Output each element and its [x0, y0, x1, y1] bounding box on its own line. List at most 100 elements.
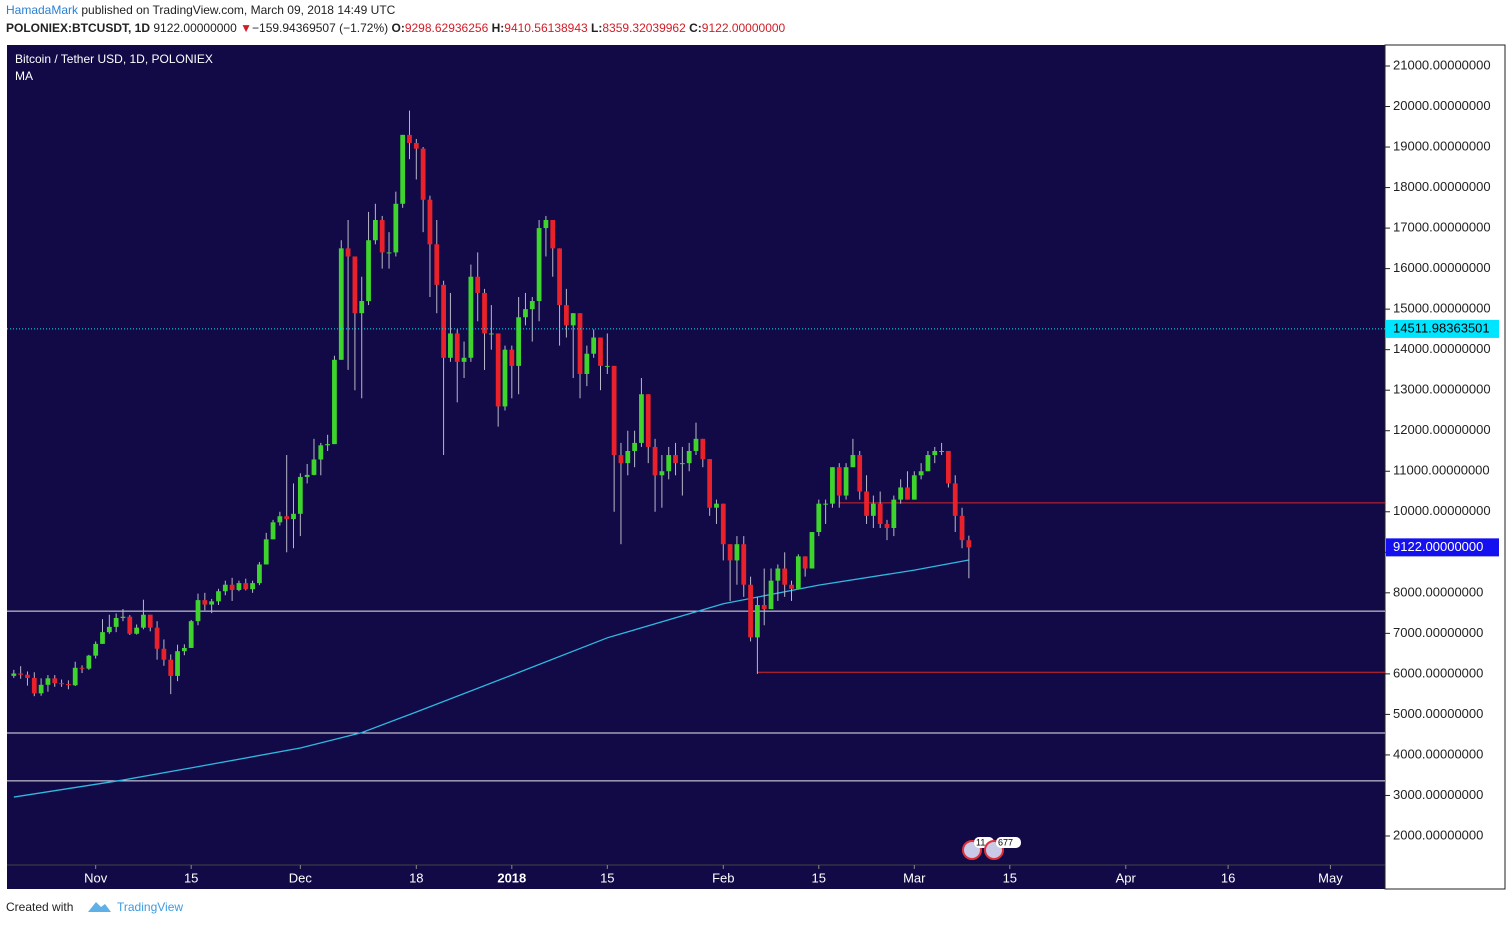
logo: [88, 902, 111, 912]
candle-body: [11, 673, 17, 676]
x-tick-label: 2018: [497, 870, 526, 885]
candle-body: [557, 248, 562, 306]
candle-body: [686, 450, 692, 464]
candle-body: [795, 556, 801, 589]
event-label: 11: [976, 837, 985, 847]
candle-body: [679, 463, 685, 465]
candle-body: [31, 677, 37, 694]
candle-body: [216, 591, 221, 602]
candle-body: [263, 539, 269, 565]
candle-body: [134, 627, 140, 634]
price-axis: [1384, 44, 1506, 890]
candle-body: [106, 626, 112, 633]
author[interactable]: HamadaMark: [6, 3, 79, 17]
footer-brand[interactable]: TradingView: [117, 900, 183, 914]
candle-body: [604, 365, 610, 367]
candle-body: [952, 483, 958, 516]
candle-body: [352, 256, 358, 314]
y-tick-label: 3000.00000000: [1393, 787, 1483, 802]
candle-body: [918, 471, 924, 476]
candle-body: [836, 467, 842, 496]
x-tick-label: Apr: [1116, 870, 1137, 885]
candle-body: [311, 459, 317, 475]
candle-body: [209, 601, 215, 605]
y-tick-label: 5000.00000000: [1393, 706, 1483, 721]
candle-body: [932, 450, 938, 456]
x-tick-label: 18: [409, 870, 423, 885]
candle-body: [584, 353, 590, 374]
x-tick-label: Mar: [903, 870, 926, 885]
candle-body: [870, 503, 876, 516]
candle-body: [516, 317, 522, 366]
o-label: O:: [391, 21, 404, 35]
candle-body: [379, 219, 385, 253]
candle-body: [229, 584, 235, 590]
candle-body: [372, 219, 378, 241]
arrow: ▼: [240, 21, 252, 35]
candle-body: [175, 651, 180, 676]
candle-body: [488, 333, 494, 335]
candle-body: [536, 228, 542, 302]
footer-created: Created with: [6, 900, 73, 914]
event-badge: [996, 837, 1021, 848]
candle-body: [959, 515, 965, 541]
candle-body: [550, 219, 556, 249]
candle-body: [714, 503, 719, 508]
candle-body: [427, 199, 433, 245]
price-tag-label: 9122.00000000: [1393, 539, 1483, 554]
candle-body: [475, 276, 481, 293]
o: 9298.62936256: [405, 21, 489, 35]
candle-body: [86, 655, 92, 669]
candle-body: [761, 604, 767, 610]
candle-body: [345, 248, 351, 257]
candle-body: [168, 659, 174, 676]
candle-body: [25, 674, 30, 678]
candle-body: [468, 276, 474, 358]
candle-body: [591, 337, 597, 354]
candle-body: [509, 349, 515, 366]
candle-body: [625, 450, 631, 464]
candle-body: [775, 568, 781, 581]
y-tick-label: 14000.00000000: [1393, 341, 1491, 356]
l-label: L:: [591, 21, 602, 35]
y-tick-label: 4000.00000000: [1393, 746, 1483, 761]
c-label: C:: [689, 21, 702, 35]
x-tick-label: 15: [812, 870, 826, 885]
change: −159.94369507 (−1.72%): [252, 21, 388, 35]
candle-body: [318, 445, 324, 460]
x-tick-label: Nov: [84, 870, 108, 885]
candle-body: [707, 459, 713, 508]
ma-line: [13, 559, 969, 798]
candle-body: [222, 584, 228, 592]
candle-body: [864, 491, 869, 516]
indicator: MA: [15, 69, 33, 83]
candle-body: [570, 313, 576, 326]
y-tick-label: 11000.00000000: [1393, 463, 1490, 478]
candle-body: [202, 600, 208, 605]
candle-body: [448, 333, 453, 358]
price-tag: [1386, 319, 1499, 338]
candle-body: [618, 455, 624, 464]
y-tick-label: 16000.00000000: [1393, 260, 1491, 275]
price-tag-label: 14511.98363501: [1393, 320, 1490, 335]
candle-body: [291, 513, 296, 520]
x-tick-label: 15: [1003, 870, 1017, 885]
candle-body: [52, 678, 58, 684]
candle-body: [632, 442, 637, 451]
time-axis: [7, 865, 1385, 889]
chart-title: Bitcoin / Tether USD, 1D, POLONIEX: [15, 52, 213, 66]
candle-body: [257, 564, 262, 584]
x-tick-label: Dec: [289, 870, 313, 885]
candle-body: [236, 583, 242, 590]
candle-body: [727, 544, 733, 561]
candle-body: [188, 621, 194, 648]
candle-body: [154, 627, 160, 649]
symbol: POLONIEX:BTCUSDT, 1D: [6, 21, 150, 35]
candle-body: [645, 394, 651, 447]
candle-body: [72, 667, 78, 686]
y-tick-label: 17000.00000000: [1393, 220, 1491, 235]
published: published on TradingView.com, March 09, …: [81, 3, 395, 17]
candle-body: [598, 337, 603, 366]
candle-body: [523, 309, 528, 318]
